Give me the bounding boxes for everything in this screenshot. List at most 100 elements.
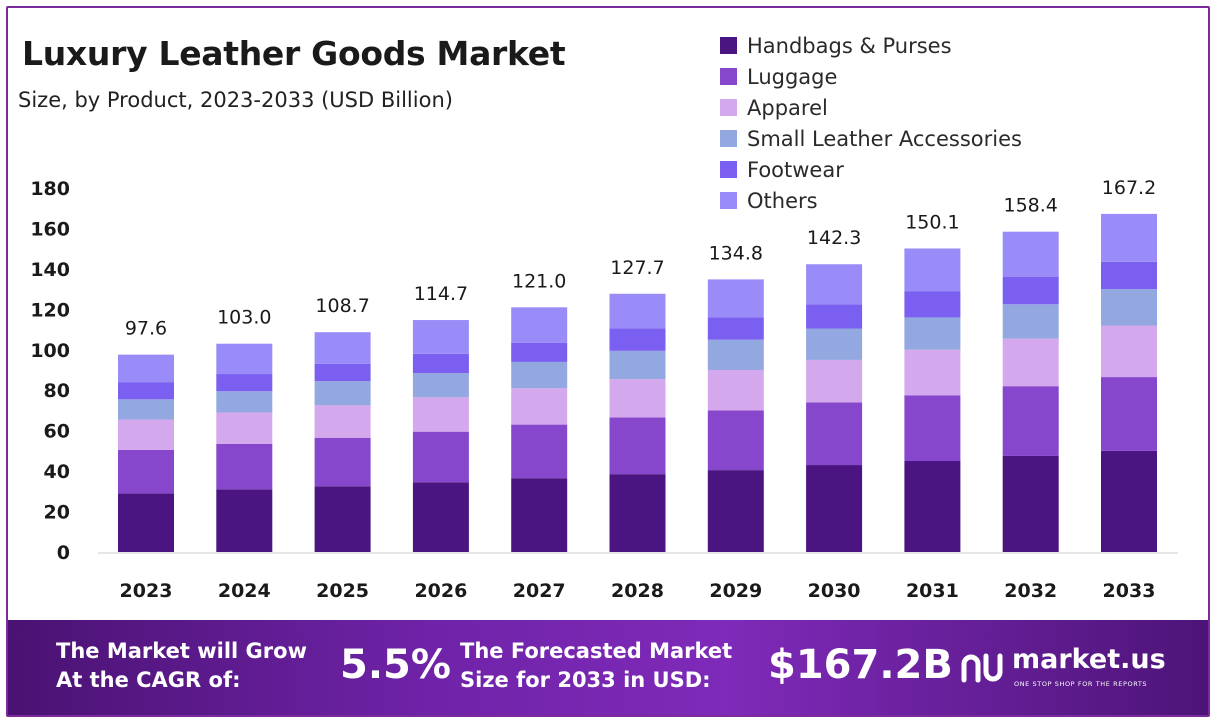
legend: Handbags & Purses Luggage Apparel Small … (720, 30, 1022, 216)
legend-label: Apparel (747, 95, 828, 120)
bar-segment (216, 391, 273, 413)
bar-segment (118, 399, 174, 420)
bar-segment (118, 382, 174, 400)
legend-item: Apparel (720, 92, 1022, 123)
legend-label: Others (747, 188, 818, 213)
legend-item: Handbags & Purses (720, 30, 1022, 61)
bar-segment (314, 332, 371, 364)
bar-segment (806, 359, 863, 403)
chart-frame: Luxury Leather Goods Market Size, by Pro… (6, 6, 1210, 717)
x-tick-label: 2031 (906, 580, 959, 602)
forecast-label: The Forecasted Market Size for 2033 in U… (460, 637, 732, 695)
bar-segment (511, 342, 568, 362)
legend-label: Luggage (747, 64, 838, 89)
cagr-label-line2: At the CAGR of: (56, 668, 241, 692)
bar-segment (1101, 289, 1157, 326)
bar-segment (314, 486, 371, 552)
total-data-label: 103.0 (217, 307, 271, 329)
bar-segment (511, 307, 568, 343)
total-data-label: 114.7 (414, 283, 468, 305)
bar-segment (904, 461, 961, 552)
bar-segment (904, 349, 961, 396)
x-tick-label: 2027 (513, 580, 566, 602)
bar-segment (1002, 338, 1059, 387)
bar-segment (216, 489, 273, 552)
bar-chart: 0 20 40 60 80 100 120 140 160 180 97.6 2023 103.0 202… (30, 177, 1178, 602)
legend-item: Luggage (720, 61, 1022, 92)
total-data-label: 121.0 (512, 270, 566, 292)
bar-segment (1002, 276, 1059, 305)
bar-segment (707, 339, 764, 370)
x-tick-label: 2023 (120, 580, 173, 602)
total-data-label: 97.6 (125, 318, 167, 340)
legend-label: Handbags & Purses (747, 33, 952, 58)
legend-swatch (720, 192, 737, 209)
x-tick-label: 2030 (808, 580, 861, 602)
total-data-label: 158.4 (1003, 195, 1057, 217)
bar-segment (1101, 450, 1157, 552)
logo-tagline: ONE STOP SHOP FOR THE REPORTS (1014, 680, 1148, 688)
bar-segment (511, 478, 568, 552)
x-tick-label: 2025 (316, 580, 369, 602)
y-tick-label: 60 (44, 421, 70, 443)
forecast-value: $167.2B (768, 642, 953, 688)
bar-segment (609, 379, 666, 418)
x-tick-label: 2033 (1103, 580, 1156, 602)
y-tick-label: 80 (44, 380, 70, 402)
y-tick-label: 100 (30, 340, 70, 362)
bar-segment (1101, 261, 1157, 290)
y-tick-label: 40 (44, 461, 70, 483)
cagr-label: The Market will Grow At the CAGR of: (56, 637, 307, 695)
y-tick-label: 120 (30, 299, 70, 321)
bar-segment (609, 293, 666, 329)
bar-segment (216, 343, 273, 375)
legend-label: Small Leather Accessories (747, 126, 1022, 151)
bar-segment (1002, 304, 1059, 339)
market-us-logo[interactable]: market.us ONE STOP SHOP FOR THE REPORTS (960, 644, 1190, 694)
total-data-label: 127.7 (610, 257, 664, 279)
bar-segment (511, 424, 568, 479)
total-data-label: 142.3 (807, 227, 861, 249)
bar-segment (609, 474, 666, 552)
logo-name: market.us (1012, 644, 1166, 675)
x-tick-label: 2029 (709, 580, 762, 602)
bar-segment (609, 328, 666, 351)
bar-segment (1101, 213, 1157, 262)
x-tick-label: 2028 (611, 580, 664, 602)
bar-segment (511, 388, 568, 425)
y-tick-label: 140 (30, 259, 70, 281)
x-tick-label: 2026 (414, 580, 467, 602)
legend-swatch (720, 130, 737, 147)
bar-segment (609, 417, 666, 475)
bar-segment (707, 410, 764, 471)
cagr-label-line1: The Market will Grow (56, 639, 307, 663)
legend-swatch (720, 68, 737, 85)
y-tick-label: 160 (30, 218, 70, 240)
bar-segment (806, 304, 863, 329)
y-tick-label: 20 (44, 502, 70, 524)
bar-segment (412, 397, 469, 432)
forecast-label-line2: Size for 2033 in USD: (460, 668, 711, 692)
bar-segment (1002, 386, 1059, 456)
footer-banner: The Market will Grow At the CAGR of: 5.5… (8, 620, 1208, 715)
bar-segment (806, 402, 863, 466)
bar-segment (806, 465, 863, 552)
bar-segment (314, 381, 371, 406)
bar-segment (314, 405, 371, 438)
total-data-label: 167.2 (1102, 177, 1156, 199)
legend-label: Footwear (747, 157, 844, 182)
bar-segment (118, 354, 174, 383)
bar-segment (707, 317, 764, 340)
legend-swatch (720, 37, 737, 54)
bar-segment (216, 374, 273, 392)
bar-segment (904, 291, 961, 318)
chart-title: Luxury Leather Goods Market (22, 34, 566, 73)
y-tick-label: 180 (30, 178, 70, 200)
bar-segment (216, 412, 273, 444)
total-data-label: 108.7 (315, 295, 369, 317)
x-tick-label: 2024 (218, 580, 271, 602)
bar-segment (806, 328, 863, 360)
total-data-label: 134.8 (709, 242, 763, 264)
bar-segment (118, 419, 174, 450)
bar-segment (314, 363, 371, 382)
